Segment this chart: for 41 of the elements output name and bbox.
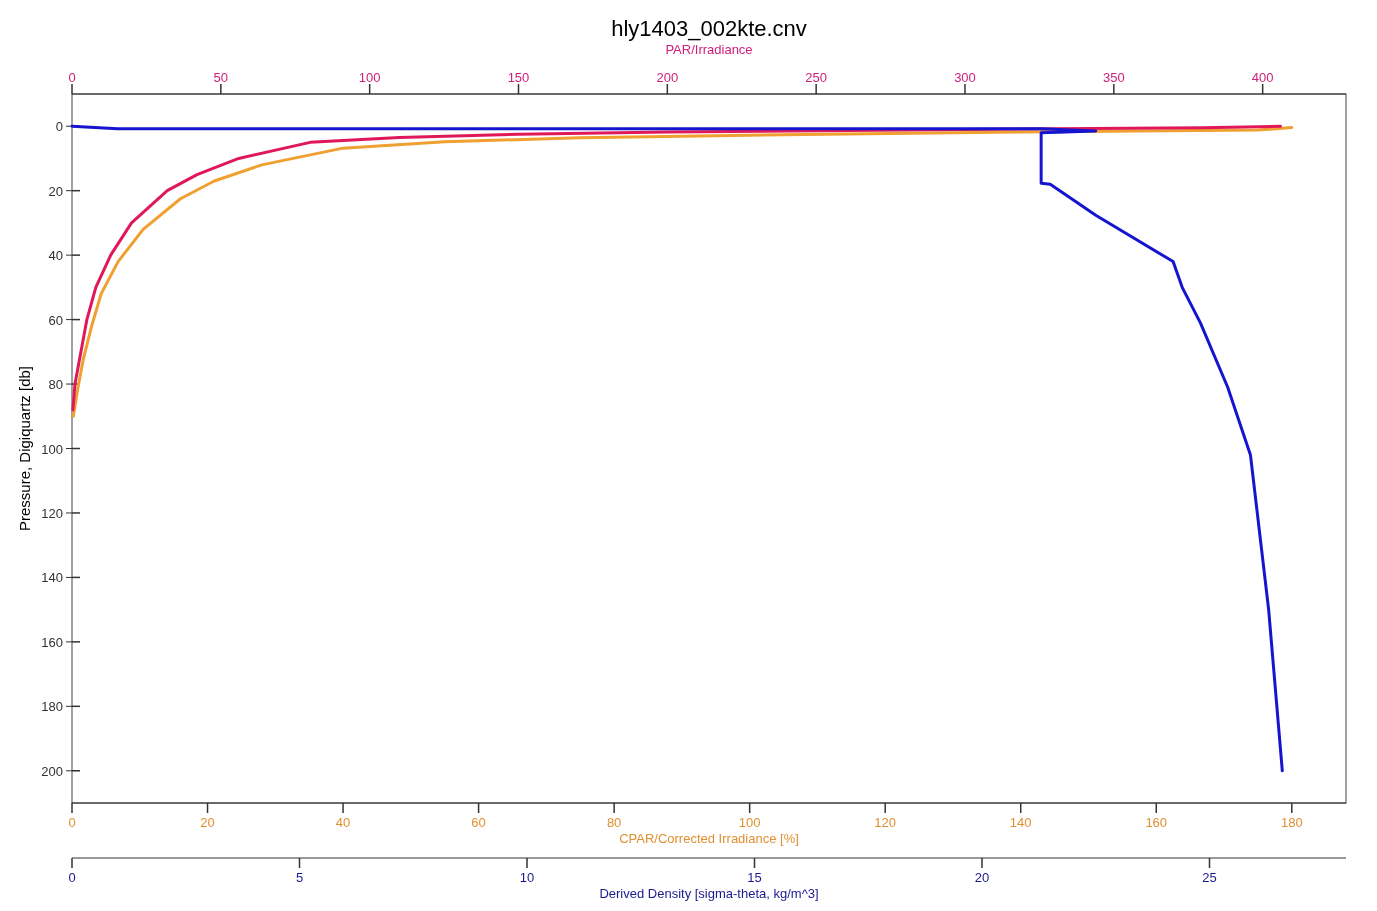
x-tick-label: 80	[606, 815, 622, 830]
x-tick-label: 100	[738, 815, 761, 830]
y-tick-label: 100	[41, 441, 63, 457]
x-tick-label: 0	[68, 815, 76, 830]
y-tick-label: 40	[48, 248, 63, 264]
y-tick-label: 120	[41, 505, 63, 521]
x-tick-label: 20	[974, 870, 990, 885]
x-tick-label: 0	[68, 870, 76, 885]
y-tick-label: 0	[55, 119, 63, 135]
x-tick-label: 20	[200, 815, 215, 830]
x-tick-label: 140	[1009, 815, 1032, 830]
x-tick-label: 60	[471, 815, 486, 830]
x-tick-label: 160	[1145, 815, 1168, 830]
x2-axis-title: PAR/Irradiance	[665, 42, 753, 57]
y-tick-label: 160	[41, 634, 63, 650]
y-tick-label: 20	[48, 183, 63, 199]
x-tick-label: 40	[335, 815, 351, 830]
x2-tick-label: 0	[68, 70, 76, 85]
x-tick-label: 120	[874, 815, 897, 830]
x2-tick-label: 200	[656, 70, 679, 85]
x2-tick-label: 350	[1102, 70, 1125, 85]
chart-title: hly1403_002kte.cnv	[611, 16, 807, 41]
x2-tick-label: 150	[507, 70, 530, 85]
x2-tick-label: 300	[954, 70, 976, 85]
y-tick-label: 180	[41, 699, 63, 715]
x-axis-title: CPAR/Corrected Irradiance [%]	[619, 831, 799, 846]
y-tick-label: 60	[48, 312, 63, 328]
x-tick-label: 10	[519, 870, 535, 885]
x2-tick-label: 50	[213, 70, 229, 85]
x-tick-label: 180	[1280, 815, 1303, 830]
x2-tick-label: 250	[805, 70, 828, 85]
y-axis-title: Pressure, Digiquartz [db]	[16, 365, 33, 532]
x2-tick-label: 400	[1251, 70, 1274, 85]
x-axis-title: Derived Density [sigma-theta, kg/m^3]	[599, 886, 819, 901]
y-tick-label: 80	[48, 377, 63, 393]
y-tick-label: 140	[41, 570, 63, 586]
x-tick-label: 15	[747, 870, 762, 885]
x2-tick-label: 100	[358, 70, 381, 85]
x-tick-label: 25	[1202, 870, 1217, 885]
y-tick-label: 200	[41, 763, 63, 779]
x-tick-label: 5	[295, 870, 304, 885]
